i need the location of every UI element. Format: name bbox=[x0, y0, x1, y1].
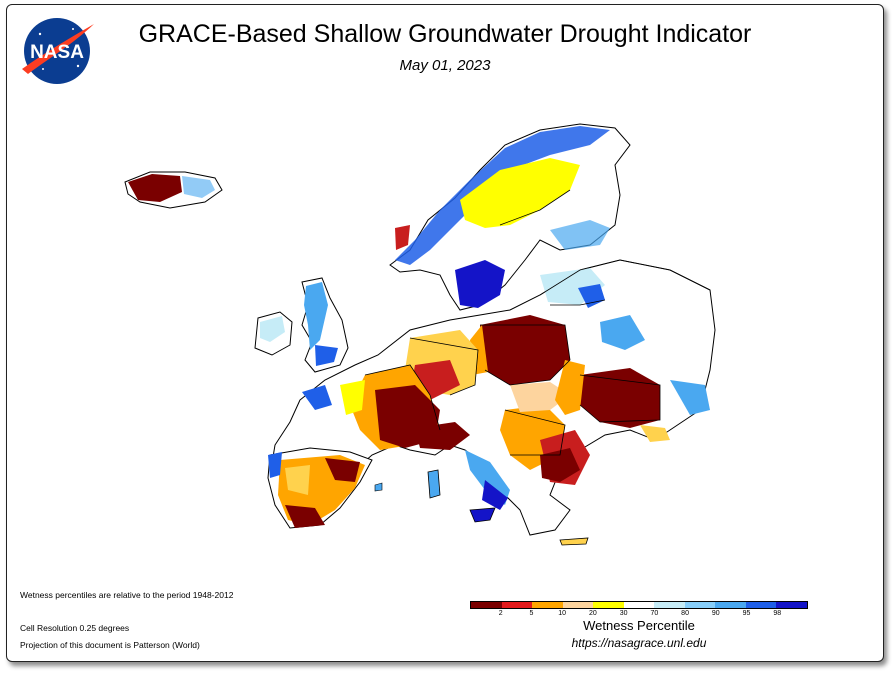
source-url[interactable]: https://nasagrace.unl.edu bbox=[571, 636, 707, 650]
drought-poland bbox=[480, 315, 570, 385]
legend: 2 5 10 20 30 70 80 90 95 98 bbox=[470, 601, 808, 617]
logo-text: NASA bbox=[30, 42, 84, 63]
drought-italy-north bbox=[415, 422, 470, 450]
drought-iceland bbox=[128, 174, 182, 202]
legend-tick-label: 90 bbox=[711, 610, 720, 617]
legend-ticks: 2 5 10 20 30 70 80 90 95 98 bbox=[470, 609, 808, 619]
resolution-note: Cell Resolution 0.25 degrees bbox=[20, 623, 130, 633]
country-borders bbox=[364, 189, 711, 456]
region-crete bbox=[559, 537, 589, 546]
legend-swatch bbox=[623, 602, 655, 608]
projection-note: Projection of this document is Patterson… bbox=[20, 640, 200, 650]
date-subtitle: May 01, 2023 bbox=[399, 57, 491, 74]
legend-tick-label: 98 bbox=[773, 610, 782, 617]
legend-color-bar bbox=[470, 601, 808, 609]
wet-norway bbox=[395, 126, 610, 265]
legend-tick-label: 10 bbox=[558, 610, 567, 617]
legend-swatch bbox=[471, 602, 502, 608]
legend-tick-label: 30 bbox=[619, 610, 628, 617]
legend-swatch bbox=[684, 602, 716, 608]
legend-title: Wetness Percentile bbox=[583, 618, 695, 633]
legend-tick-label: 5 bbox=[529, 610, 534, 617]
legend-swatch bbox=[776, 602, 808, 608]
legend-swatch bbox=[532, 602, 563, 608]
wet-south-sweden bbox=[455, 260, 505, 308]
legend-tick-label: 80 bbox=[681, 610, 689, 617]
nasa-meatball-icon: NASA bbox=[22, 18, 94, 84]
legend-swatch bbox=[654, 602, 685, 608]
legend-tick-label: 20 bbox=[589, 610, 597, 617]
region-sicily bbox=[469, 507, 496, 523]
europe-map[interactable] bbox=[110, 110, 820, 555]
period-note: Wetness percentiles are relative to the … bbox=[20, 590, 234, 600]
region-corsica-sardinia bbox=[427, 469, 441, 499]
dry-sweden bbox=[460, 158, 580, 228]
legend-tick-label: 2 bbox=[498, 610, 503, 617]
legend-swatch bbox=[715, 602, 746, 608]
legend-swatch bbox=[593, 602, 624, 608]
page-title: GRACE-Based Shallow Groundwater Drought … bbox=[138, 20, 752, 48]
legend-tick-label: 95 bbox=[742, 610, 751, 617]
legend-swatch bbox=[501, 602, 533, 608]
drought-romania bbox=[580, 368, 660, 428]
legend-swatch bbox=[562, 602, 594, 608]
legend-swatch bbox=[745, 602, 777, 608]
legend-tick-label: 70 bbox=[650, 610, 659, 617]
